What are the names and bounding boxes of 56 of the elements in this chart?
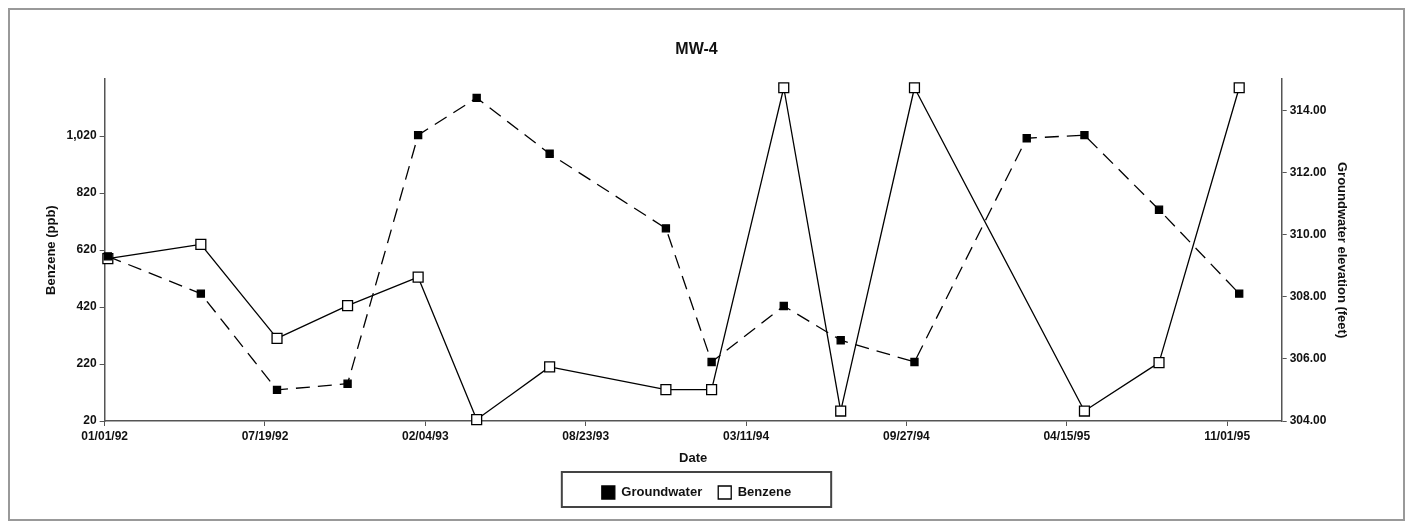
point — [1235, 289, 1244, 298]
point — [660, 384, 672, 396]
point — [835, 405, 847, 417]
point — [910, 357, 919, 367]
point — [195, 238, 207, 250]
point — [343, 379, 352, 388]
point — [908, 82, 921, 94]
y2-tick-label: 308.00 — [1289, 289, 1327, 304]
y-axis-title: Benzene (ppb) — [43, 205, 59, 295]
legend-label: Groundwater — [621, 484, 703, 500]
point — [1153, 357, 1165, 369]
point — [836, 336, 845, 345]
y2-tick-label: 304.00 — [1289, 413, 1327, 428]
point — [103, 252, 113, 261]
point — [544, 361, 556, 373]
y2-tick-label: 306.00 — [1289, 351, 1327, 366]
point — [1233, 82, 1245, 94]
y2-tick-label: 314.00 — [1289, 102, 1327, 117]
x-tick-label: 03/11/94 — [723, 428, 770, 443]
point — [472, 93, 481, 103]
y2-tick-label: 310.00 — [1289, 226, 1327, 241]
point — [341, 300, 354, 312]
y-tick-label: 220 — [76, 356, 97, 371]
point — [412, 271, 424, 283]
point — [1078, 405, 1091, 417]
y-tick-label: 820 — [76, 185, 97, 200]
point — [271, 332, 283, 344]
x-tick-label: 04/15/95 — [1043, 428, 1091, 443]
point — [1154, 205, 1164, 214]
point — [661, 224, 671, 233]
point — [706, 384, 718, 396]
x-tick-label: 02/04/93 — [402, 428, 450, 443]
point — [196, 289, 206, 298]
point — [413, 130, 423, 140]
point — [1022, 134, 1031, 143]
y-tick-label: 20 — [83, 413, 97, 428]
point — [707, 357, 716, 367]
x-tick-label: 07/19/92 — [241, 428, 289, 443]
point — [272, 385, 282, 395]
x-tick-label: 08/23/93 — [562, 428, 610, 443]
point — [1080, 130, 1089, 140]
y-tick-label: 620 — [76, 242, 97, 257]
chart-title: MW-4 — [675, 40, 718, 58]
x-axis-title: Date — [679, 449, 708, 465]
legend-label: Benzene — [737, 484, 792, 500]
y2-axis-title: Groundwater elevation (feet) — [1334, 161, 1350, 339]
y-tick-label: 420 — [76, 299, 97, 314]
x-tick-label: 09/27/94 — [883, 428, 931, 443]
point — [778, 82, 790, 94]
y2-tick-label: 312.00 — [1289, 164, 1327, 179]
y-tick-label: 1,020 — [66, 128, 97, 143]
x-tick-label: 01/01/92 — [81, 428, 129, 443]
point — [471, 413, 483, 426]
x-tick-label: 11/01/95 — [1204, 428, 1251, 443]
point — [545, 149, 554, 158]
point — [779, 301, 788, 311]
